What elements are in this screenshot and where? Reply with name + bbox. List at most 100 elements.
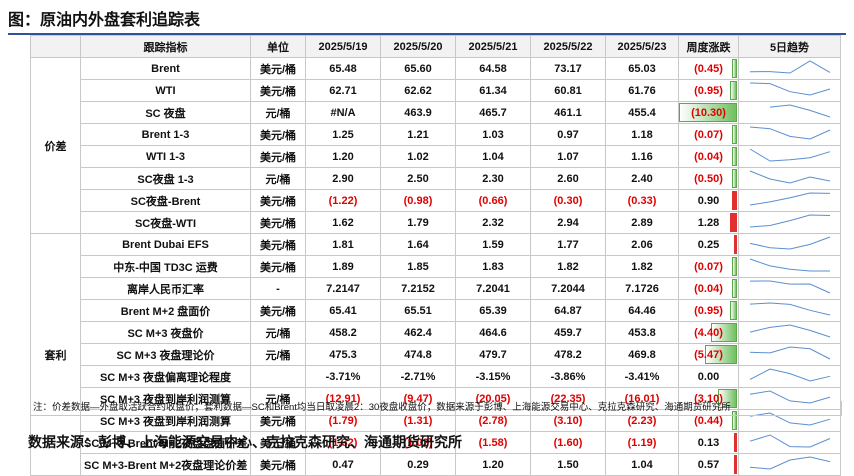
value: (0.33) — [605, 189, 679, 212]
trend-cell — [738, 365, 841, 388]
change-text: (5.47) — [694, 348, 723, 361]
unit: 美元/桶 — [250, 299, 306, 322]
indicator: SC夜盘-WTI — [80, 211, 251, 234]
weekly-change: (0.45) — [678, 57, 739, 80]
trend-cell — [738, 277, 841, 300]
trend-cell — [738, 211, 841, 234]
title: 图：原油内外盘套利追踪表 — [8, 6, 846, 35]
value: (2.23) — [605, 409, 679, 432]
value: -3.41% — [605, 365, 679, 388]
value: 1.02 — [380, 145, 456, 168]
value: 64.58 — [455, 57, 531, 80]
value: 61.34 — [455, 79, 531, 102]
sparkline — [769, 104, 830, 118]
value: 461.1 — [530, 101, 606, 124]
value: 464.6 — [455, 321, 531, 344]
header-cell: 2025/5/22 — [530, 35, 606, 58]
weekly-change: (0.07) — [678, 255, 739, 278]
value: 0.29 — [380, 453, 456, 476]
value: 1.83 — [455, 255, 531, 278]
value: 1.03 — [455, 123, 531, 146]
sparkline-line — [749, 148, 830, 162]
sparkline — [749, 60, 830, 74]
indicator: SC夜盘-Brent — [80, 189, 251, 212]
trend-cell — [738, 431, 841, 454]
unit: 元/桶 — [250, 321, 306, 344]
row: 离岸人民币汇率 -7.2147 7.2152 7.2041 7.2044 7.1726 (0… — [31, 277, 841, 300]
indicator: Brent Dubai EFS — [80, 233, 251, 256]
trend-cell — [738, 343, 841, 366]
sparkline-line — [749, 390, 830, 404]
sparkline — [749, 324, 830, 338]
unit: 元/桶 — [250, 167, 306, 190]
value: 7.1726 — [605, 277, 679, 300]
row: WTI 美元/桶 62.71 62.62 61.34 60.81 61.76 (0.95) — [31, 79, 841, 102]
sparkline-line — [749, 456, 830, 470]
sparkline — [749, 368, 830, 382]
row: SC夜盘-WTI 美元/桶 1.62 1.79 2.32 2.94 2.89 1.28 — [31, 211, 841, 234]
weekly-change: (0.50) — [678, 167, 739, 190]
value: 459.7 — [530, 321, 606, 344]
value: 1.18 — [605, 123, 679, 146]
unit — [250, 365, 306, 388]
value: 1.64 — [380, 233, 456, 256]
group-cell: 价差 — [30, 57, 81, 234]
value: 62.71 — [305, 79, 381, 102]
unit: 美元/桶 — [250, 189, 306, 212]
value: 65.51 — [380, 299, 456, 322]
value: 2.06 — [605, 233, 679, 256]
weekly-change: (0.07) — [678, 123, 739, 146]
trend-cell — [738, 101, 841, 124]
value: 1.62 — [305, 211, 381, 234]
unit: 美元/桶 — [250, 409, 306, 432]
row: SC夜盘-Brent 美元/桶 (1.22) (0.98) (0.66) (0.30) (0… — [31, 189, 841, 212]
value: -3.86% — [530, 365, 606, 388]
trend-cell — [738, 57, 841, 80]
weekly-change: (0.04) — [678, 277, 739, 300]
value: 0.47 — [305, 453, 381, 476]
unit: 美元/桶 — [250, 211, 306, 234]
data-bar — [732, 169, 737, 188]
trend-cell — [738, 387, 841, 410]
weekly-change: (10.30) — [678, 101, 739, 124]
value: (9.47) — [380, 387, 456, 410]
value: 2.60 — [530, 167, 606, 190]
indicator: SC 夜盘 — [80, 101, 251, 124]
data-bar — [732, 59, 737, 78]
sparkline-line — [749, 126, 830, 140]
value: 1.82 — [605, 255, 679, 278]
data-bar — [732, 147, 737, 166]
value: 1.07 — [530, 145, 606, 168]
value: 61.76 — [605, 79, 679, 102]
data-bar — [729, 301, 737, 320]
sparkline-line — [749, 192, 830, 206]
change-text: (3.10) — [694, 392, 723, 405]
sparkline — [749, 434, 830, 448]
value: 7.2044 — [530, 277, 606, 300]
value: 64.46 — [605, 299, 679, 322]
data-bar — [732, 257, 737, 276]
row: 价差 Brent 美元/桶 65.48 65.60 64.58 73.17 65.03 (0.4… — [30, 57, 841, 234]
weekly-change: 0.57 — [678, 453, 739, 476]
change-text: (10.30) — [691, 106, 726, 119]
value: 0.97 — [530, 123, 606, 146]
sparkline-line — [749, 82, 830, 96]
row: SC 夜盘 元/桶 #N/A 463.9 465.7 461.1 455.4 (10.30) — [31, 101, 841, 124]
sparkline — [749, 302, 830, 316]
value: 2.90 — [305, 167, 381, 190]
sparkline — [749, 258, 830, 272]
trend-cell — [738, 189, 841, 212]
value: -3.15% — [455, 365, 531, 388]
row: Brent 1-3 美元/桶 1.25 1.21 1.03 0.97 1.18 (0.07) — [31, 123, 841, 146]
value: #N/A — [305, 101, 381, 124]
value: 1.04 — [605, 453, 679, 476]
sparkline-line — [749, 434, 830, 448]
change-text: 0.90 — [697, 194, 720, 207]
header-cell — [30, 35, 81, 58]
indicator: SC M+3 夜盘偏离理论程度 — [80, 365, 251, 388]
data-bar — [732, 125, 737, 144]
unit: 元/桶 — [250, 101, 306, 124]
value: 65.60 — [380, 57, 456, 80]
header-cell: 周度涨跌 — [678, 35, 739, 58]
indicator: SC M+3 夜盘价 — [80, 321, 251, 344]
